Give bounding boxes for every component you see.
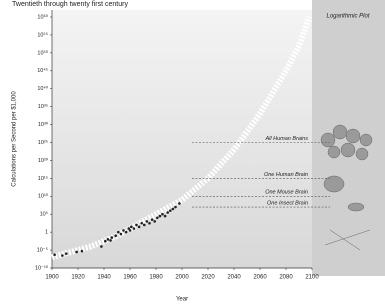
y-tick-label: 10³⁵	[38, 103, 48, 110]
data-point	[120, 233, 123, 236]
data-point	[146, 220, 149, 223]
data-point	[148, 222, 151, 225]
data-point	[174, 206, 177, 209]
data-point	[143, 224, 146, 227]
y-tick-label: 10⁻¹⁰	[35, 264, 49, 271]
x-tick-label: 1960	[123, 275, 137, 281]
y-axis-label: Calculations per Second per $1,000	[12, 91, 18, 187]
y-tick-label: 10¹⁰	[38, 193, 49, 200]
y-tick-label: 10⁻⁵	[37, 247, 48, 254]
y-tick-label: 10⁵⁰	[37, 49, 48, 56]
x-tick-label: 2060	[253, 275, 267, 281]
data-point	[153, 220, 156, 223]
reference-label: All Human Brains	[265, 136, 309, 142]
x-tick-label: 2040	[227, 275, 241, 281]
y-tick-label: 10¹⁵	[38, 175, 48, 182]
x-tick-label: 2080	[279, 275, 293, 281]
y-tick-label: 1	[45, 230, 48, 236]
data-point	[161, 213, 164, 216]
x-axis-label: Year	[176, 297, 188, 303]
chart-title: Twentieth through twenty first century	[12, 1, 128, 8]
data-point	[164, 215, 167, 218]
x-tick-label: 2020	[201, 275, 215, 281]
x-tick-label: 1940	[97, 275, 111, 281]
data-point	[122, 229, 125, 232]
x-tick-label: 1900	[45, 275, 59, 281]
data-point	[53, 253, 56, 256]
data-point	[117, 231, 120, 234]
reference-label: One Mouse Brain	[265, 190, 308, 196]
y-tick-label: 10⁵⁵	[37, 31, 48, 38]
y-tick-label: 10⁴⁰	[37, 85, 48, 92]
data-point	[125, 231, 128, 234]
y-tick-label: 10⁶⁰	[37, 13, 48, 20]
chart: Twentieth through twenty first century L…	[0, 0, 385, 306]
data-point	[156, 217, 159, 220]
y-tick-label: 10⁵	[40, 211, 48, 218]
reference-label: One Human Brain	[264, 172, 308, 178]
data-point	[169, 209, 172, 212]
data-point	[104, 240, 107, 243]
data-point	[129, 229, 132, 232]
data-point	[111, 236, 114, 239]
y-tick-label: 10⁴⁵	[37, 67, 48, 74]
x-tick-label: 2000	[175, 275, 189, 281]
data-point	[140, 222, 143, 225]
data-point	[151, 218, 154, 221]
data-point	[138, 226, 141, 229]
data-point	[133, 227, 136, 230]
data-point	[75, 251, 78, 254]
data-point	[114, 234, 117, 237]
reference-label: One Insect Brain	[267, 200, 308, 206]
panel-label: Logarithmic Plot	[326, 14, 369, 20]
data-point	[159, 215, 162, 218]
x-tick-label: 1980	[149, 275, 163, 281]
data-point	[65, 252, 68, 255]
y-tick-label: 10²⁰	[38, 157, 49, 164]
data-point	[107, 238, 110, 241]
data-point	[100, 245, 103, 248]
x-tick-label: 2100	[305, 275, 319, 281]
data-point	[135, 224, 138, 227]
data-point	[130, 226, 133, 229]
data-point	[81, 250, 84, 253]
y-tick-label: 10³⁰	[38, 121, 49, 128]
x-tick-label: 1920	[71, 275, 85, 281]
data-point	[61, 254, 64, 257]
data-point	[166, 211, 169, 214]
data-point	[172, 208, 175, 211]
y-tick-label: 10²⁵	[38, 139, 48, 146]
data-point	[109, 239, 112, 242]
data-point	[178, 202, 181, 205]
